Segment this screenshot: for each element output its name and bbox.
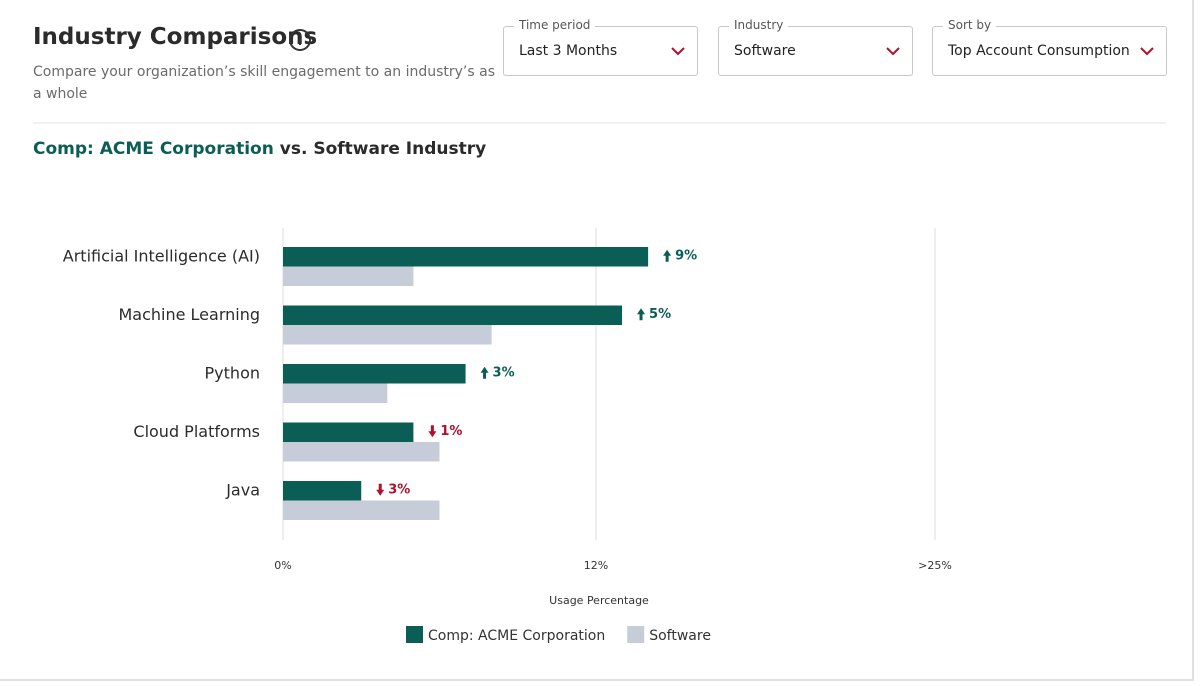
- chart-title: Comp: ACME Corporation vs. Software Indu…: [33, 139, 486, 159]
- x-tick-label: 0%: [274, 559, 291, 572]
- difference-arrow: [663, 249, 672, 262]
- chevron: [671, 47, 685, 56]
- bar: [283, 247, 649, 267]
- bar: [283, 442, 440, 462]
- dropdown-label: Sort by: [943, 18, 997, 32]
- x-axis-label: Usage Percentage: [549, 594, 649, 607]
- difference-arrow: [637, 308, 646, 321]
- chart-title-industry: vs. Software Industry: [280, 139, 486, 159]
- difference-arrow: [480, 366, 489, 379]
- difference-label: 3%: [388, 482, 410, 497]
- legend-swatch: [406, 626, 423, 643]
- x-tick-label: >25%: [918, 559, 952, 572]
- y-tick-label: Cloud Platforms: [133, 422, 260, 441]
- time-period-dropdown[interactable]: Time period Last 3 Months: [503, 18, 698, 76]
- difference-arrow: [376, 483, 385, 496]
- y-tick-label: Java: [225, 480, 260, 499]
- industry-dropdown[interactable]: Industry Software: [718, 18, 913, 76]
- chevron: [886, 47, 900, 56]
- dropdown-label: Industry: [729, 18, 789, 32]
- legend-label: Software: [649, 628, 711, 644]
- x-tick-label: 12%: [584, 559, 608, 572]
- bar: [283, 500, 440, 520]
- sort-dropdown[interactable]: Sort by Top Account Consumption: [932, 18, 1167, 76]
- y-tick-label: Python: [205, 363, 260, 382]
- difference-label: 3%: [493, 365, 515, 380]
- difference-label: 1%: [440, 424, 462, 439]
- dropdown-label: Time period: [514, 18, 596, 32]
- dropdown-value: Top Account Consumption: [948, 43, 1130, 59]
- difference-label: 5%: [649, 307, 671, 322]
- y-tick-label: Artificial Intelligence (AI): [63, 246, 260, 265]
- bar: [283, 422, 414, 442]
- chevron: [1140, 47, 1154, 56]
- legend-swatch: [627, 626, 645, 643]
- y-tick-label: Machine Learning: [118, 305, 260, 324]
- page-subtitle: Compare your organization’s skill engage…: [33, 64, 495, 102]
- legend-label: Comp: ACME Corporation: [428, 628, 605, 644]
- chart-title-company: Comp: ACME Corporation: [33, 139, 274, 159]
- info-icon[interactable]: [288, 28, 312, 52]
- bar: [283, 383, 388, 403]
- bar: [283, 325, 492, 345]
- difference-label: 9%: [675, 248, 697, 263]
- page-title: Industry Comparisons: [33, 24, 318, 50]
- bar: [283, 266, 414, 286]
- dropdown-value: Software: [734, 43, 796, 59]
- difference-arrow: [428, 425, 437, 438]
- bar: [283, 481, 362, 501]
- bar: [283, 364, 466, 384]
- dropdown-value: Last 3 Months: [519, 43, 618, 59]
- bar: [283, 305, 623, 325]
